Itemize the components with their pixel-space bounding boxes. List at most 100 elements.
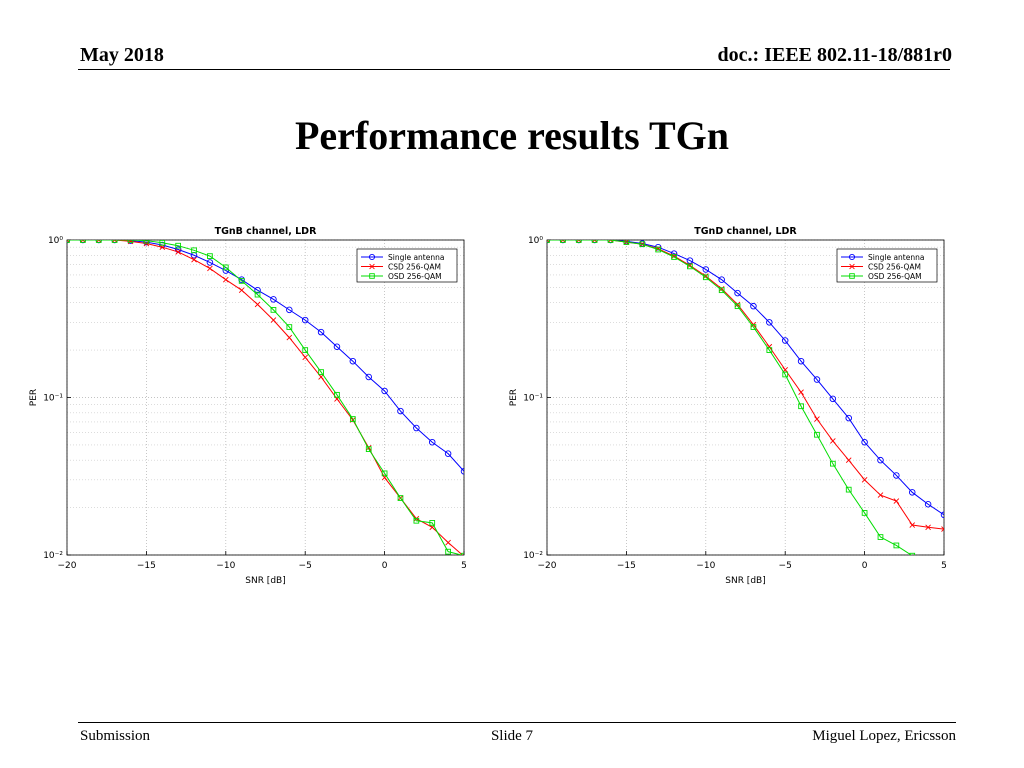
data-point — [413, 517, 420, 524]
legend-marker — [368, 253, 376, 261]
data-point — [286, 306, 293, 314]
data-point — [734, 303, 741, 310]
legend-marker — [848, 253, 856, 261]
data-point — [829, 460, 836, 467]
data-point — [686, 257, 694, 264]
data-point — [893, 472, 900, 479]
series-line — [547, 240, 913, 555]
data-point — [254, 291, 261, 298]
data-point — [575, 240, 582, 243]
series-x — [67, 240, 464, 555]
data-point — [460, 468, 464, 475]
data-point — [95, 240, 102, 243]
data-point — [718, 276, 725, 283]
data-point — [575, 240, 582, 243]
data-point — [940, 511, 944, 519]
data-point — [766, 319, 773, 326]
data-point — [750, 324, 757, 330]
data-point — [127, 240, 134, 243]
data-point — [207, 265, 213, 272]
x-axis-label: SNR [dB] — [725, 576, 765, 586]
data-point — [175, 242, 182, 249]
data-point — [845, 457, 852, 463]
y-axis-label: PER — [509, 389, 519, 406]
data-point — [861, 510, 868, 516]
data-point — [671, 254, 677, 260]
legend-label: Single antenna — [388, 253, 444, 262]
footer-slide-number: Slide 7 — [490, 728, 534, 744]
series-line — [547, 240, 944, 530]
data-point — [829, 395, 837, 403]
legend-label: Single antenna — [868, 253, 924, 262]
data-point — [734, 301, 741, 308]
data-point — [397, 407, 404, 415]
data-point — [560, 240, 566, 243]
data-point — [397, 495, 404, 501]
x-tick-label: −15 — [137, 561, 156, 571]
data-point — [702, 274, 709, 281]
y-tick-label: 10⁻¹ — [523, 394, 543, 404]
grid — [66, 239, 465, 556]
data-point — [798, 389, 804, 396]
legend-label: CSD 256-QAM — [868, 263, 921, 272]
data-point — [830, 438, 836, 444]
data-point — [270, 307, 277, 313]
data-point — [254, 286, 261, 294]
x-tick-label: −20 — [58, 561, 77, 571]
data-point — [302, 354, 309, 361]
data-point — [222, 276, 229, 283]
data-point — [750, 302, 757, 310]
data-point — [80, 240, 86, 243]
data-point — [127, 240, 134, 245]
data-point — [734, 289, 741, 297]
chart-title: TGnD channel, LDR — [694, 226, 797, 237]
data-point — [111, 240, 118, 243]
data-point — [286, 334, 293, 341]
chart-tgnb: −20 −15 −10 −5 0 5 10⁰ 10⁻¹ 10⁻² TGnB channel, LD… — [29, 226, 467, 586]
header-rule — [78, 69, 950, 70]
x-tick-label: −20 — [538, 561, 557, 571]
data-point — [270, 317, 277, 323]
data-point — [191, 247, 197, 254]
data-point — [782, 371, 789, 378]
footer-author: Miguel Lopez, Ericsson — [812, 728, 956, 744]
data-point — [191, 256, 197, 263]
legend-marker — [369, 263, 375, 270]
data-point — [302, 347, 309, 353]
data-point — [607, 240, 614, 243]
data-point — [429, 520, 436, 526]
data-point — [893, 542, 900, 549]
data-point — [349, 357, 357, 365]
x-tick-label: 5 — [941, 561, 947, 571]
x-tick-label: 0 — [862, 561, 868, 571]
data-point — [909, 552, 916, 555]
legend-marker — [369, 273, 375, 279]
data-point — [445, 548, 451, 555]
data-point — [333, 343, 341, 351]
data-point — [254, 301, 261, 308]
legend-label: CSD 256-QAM — [388, 263, 441, 272]
series-square — [547, 240, 916, 555]
header-date: May 2018 — [80, 44, 164, 66]
data-point — [547, 240, 550, 243]
y-tick-label: 10⁰ — [48, 236, 63, 246]
data-point — [301, 316, 309, 324]
data-point — [143, 240, 150, 244]
y-tick-label: 10⁻² — [523, 551, 543, 561]
y-axis-label: PER — [29, 389, 39, 406]
data-point — [766, 347, 773, 353]
data-point — [861, 438, 868, 446]
slide-title: Performance results TGn — [294, 113, 729, 158]
data-point — [639, 241, 646, 248]
data-point — [238, 287, 245, 294]
data-point — [893, 498, 900, 504]
data-point — [877, 456, 884, 464]
data-point — [687, 263, 693, 270]
y-tick-label: 10⁻¹ — [43, 394, 63, 404]
data-point — [781, 337, 789, 344]
y-tick-label: 10⁰ — [528, 236, 543, 246]
data-point — [560, 240, 566, 243]
data-point — [718, 285, 725, 292]
data-point — [444, 450, 452, 457]
